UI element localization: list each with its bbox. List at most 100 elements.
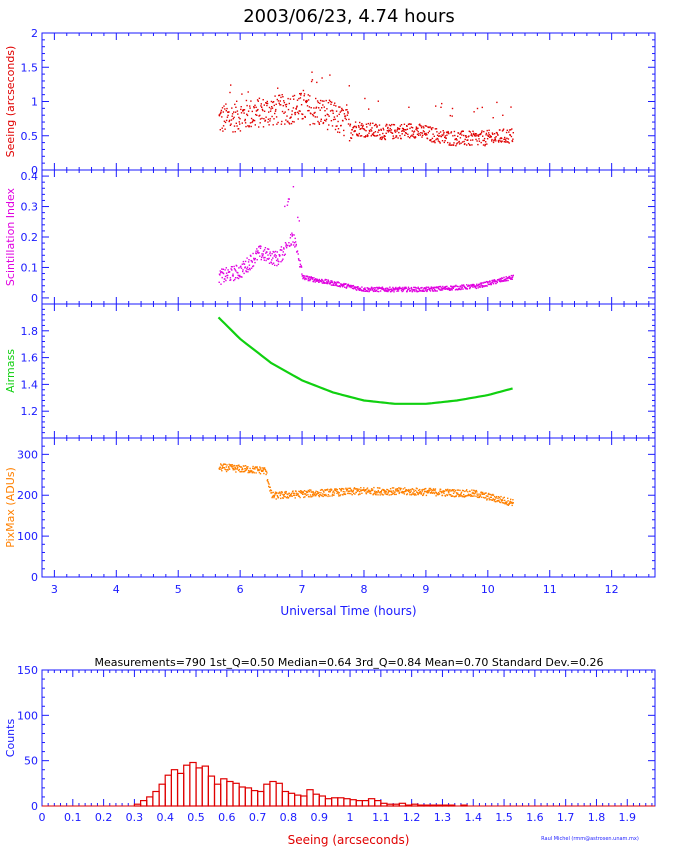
data-point: [410, 123, 412, 125]
data-point: [342, 494, 344, 496]
data-point: [501, 137, 503, 140]
data-point: [495, 495, 498, 498]
data-point: [247, 91, 249, 93]
x-tick-label: 0.6: [218, 811, 236, 824]
data-point: [241, 122, 243, 124]
data-point: [285, 491, 287, 493]
data-point: [460, 493, 462, 496]
data-point: [253, 472, 255, 474]
data-point: [294, 246, 296, 248]
panel-frame: [41, 303, 656, 439]
data-point: [432, 286, 434, 289]
data-point: [397, 290, 400, 292]
data-point: [230, 119, 233, 121]
data-point: [341, 285, 343, 287]
data-point: [440, 106, 442, 108]
data-point: [275, 255, 277, 257]
data-point: [421, 136, 423, 138]
data-point: [346, 286, 348, 289]
data-point: [268, 124, 270, 126]
data-point: [286, 493, 288, 495]
data-point: [494, 137, 496, 139]
data-point: [400, 289, 403, 291]
data-point: [358, 488, 360, 490]
data-point: [302, 117, 304, 120]
data-point: [286, 115, 288, 117]
data-point: [379, 487, 381, 489]
data-point: [383, 288, 385, 290]
data-point: [458, 494, 461, 497]
data-point: [307, 99, 310, 101]
data-point: [274, 110, 277, 112]
data-point: [249, 471, 251, 474]
data-point: [298, 495, 300, 497]
data-point: [234, 278, 236, 281]
data-point: [291, 235, 293, 237]
data-point: [301, 273, 303, 275]
data-point: [403, 491, 405, 494]
data-point: [511, 278, 513, 280]
data-point: [417, 127, 419, 129]
histogram-bar: [146, 796, 154, 807]
data-point: [272, 250, 274, 253]
data-point: [450, 289, 452, 291]
data-point: [318, 281, 320, 283]
data-point: [395, 488, 397, 490]
data-point: [250, 117, 253, 120]
data-point: [263, 259, 265, 261]
data-point: [472, 284, 474, 287]
data-point: [257, 252, 259, 254]
data-point: [511, 128, 513, 130]
data-point: [353, 487, 356, 489]
data-point: [325, 118, 328, 120]
data-point: [411, 134, 413, 136]
data-point: [473, 134, 476, 137]
data-point: [223, 463, 225, 465]
data-point: [266, 102, 269, 105]
data-point: [324, 282, 326, 284]
data-point: [403, 493, 406, 495]
data-point: [237, 274, 239, 276]
data-point: [300, 92, 302, 95]
data-point: [299, 496, 301, 499]
data-point: [299, 266, 301, 268]
data-point: [239, 274, 241, 277]
data-point: [474, 135, 476, 137]
data-point: [300, 94, 302, 96]
x-tick-label: 0.4: [156, 811, 174, 824]
data-point: [232, 275, 234, 277]
data-point: [243, 465, 245, 467]
data-point: [357, 286, 359, 288]
histogram-bar: [441, 804, 450, 807]
data-point: [242, 270, 244, 273]
data-point: [336, 285, 338, 287]
data-point: [318, 491, 320, 494]
data-point: [247, 466, 249, 468]
data-point: [346, 114, 349, 116]
data-point: [488, 492, 490, 495]
data-point: [335, 110, 338, 112]
data-point: [324, 114, 327, 117]
data-point: [441, 102, 443, 105]
data-point: [378, 492, 381, 494]
data-point: [491, 279, 494, 282]
data-point: [275, 256, 277, 259]
data-point: [370, 135, 372, 137]
histogram-bar: [435, 804, 444, 807]
data-point: [221, 107, 224, 109]
data-point: [386, 289, 388, 291]
data-point: [455, 492, 458, 494]
data-point: [316, 116, 318, 118]
data-point: [400, 487, 402, 490]
data-point: [294, 112, 296, 114]
data-point: [485, 495, 488, 497]
data-point: [479, 285, 481, 288]
histogram-stats: Measurements=790 1st_Q=0.50 Median=0.64 …: [94, 656, 603, 669]
data-point: [255, 113, 257, 116]
data-point: [459, 137, 462, 139]
data-point: [482, 493, 484, 495]
data-point: [451, 289, 453, 291]
data-point: [429, 489, 431, 491]
data-point: [258, 126, 260, 128]
data-point: [280, 96, 282, 99]
